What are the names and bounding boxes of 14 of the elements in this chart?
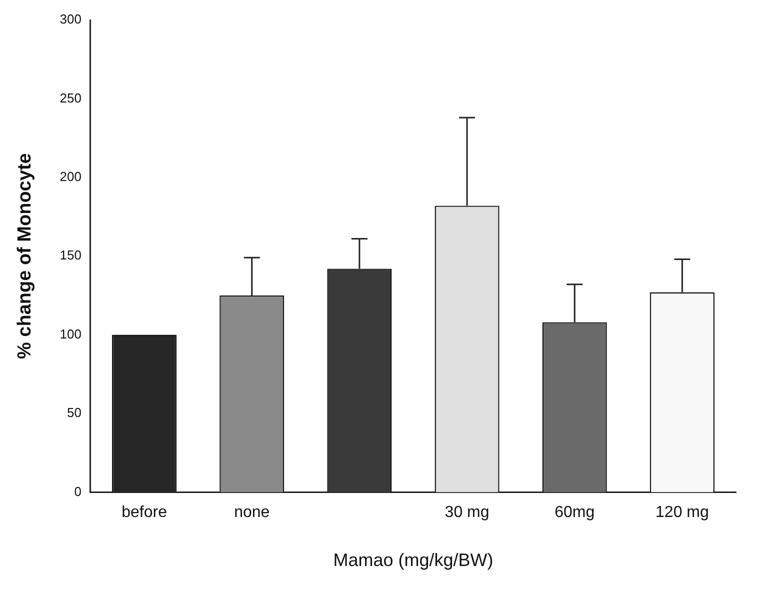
x-axis-title: Mamao (mg/kg/BW)	[333, 550, 494, 570]
y-tick-label: 300	[60, 12, 82, 27]
y-tick-label: 200	[60, 168, 82, 184]
x-tick-label: 30 mg	[444, 504, 490, 522]
y-tick-label: 0	[74, 484, 82, 499]
x-tick-label: 120 mg	[656, 504, 709, 522]
y-tick-label: 250	[60, 90, 82, 106]
x-tick-label: before	[122, 504, 168, 522]
y-tick-label: 50	[67, 405, 82, 420]
y-tick-label: 150	[60, 248, 82, 263]
y-tick-label: 100	[60, 326, 82, 342]
x-tick-label: none	[234, 504, 270, 522]
y-axis-title: % change of Monocyte	[14, 153, 36, 360]
x-tick-label: 60mg	[554, 504, 595, 522]
